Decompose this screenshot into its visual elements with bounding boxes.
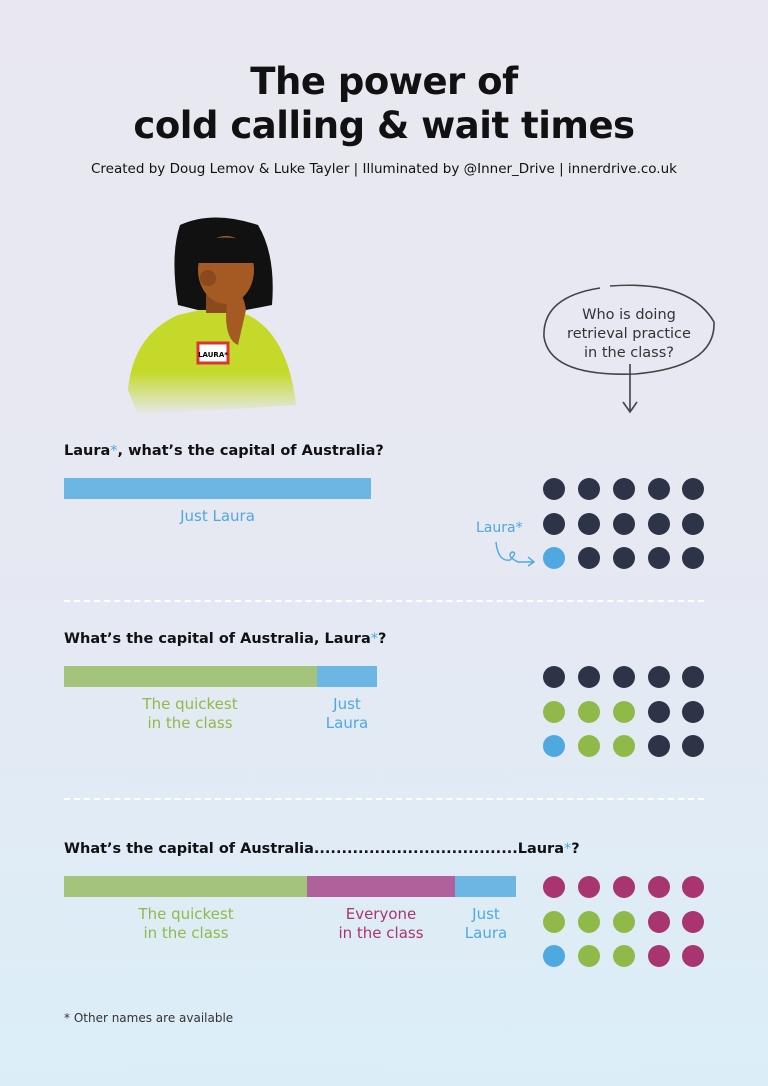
student-dot-dark [578, 512, 600, 535]
student-dot-green [543, 910, 565, 933]
student-dot-purple [578, 876, 600, 898]
student-dot-purple [543, 876, 565, 898]
student-dot-dark [613, 512, 635, 535]
divider-1 [64, 600, 704, 602]
student-dot-purple [682, 876, 704, 898]
bubble-text: Who is doing retrieval practice in the c… [567, 307, 691, 361]
student-dot-purple [613, 876, 635, 898]
name-tag [196, 341, 230, 365]
label-quickest: The quickest in the class [138, 905, 234, 942]
student-dot-purple [648, 910, 670, 933]
student-dot-dark [682, 478, 704, 500]
label-just-laura: Just Laura [180, 507, 255, 525]
student-dot-blue [543, 547, 565, 569]
question-3: What’s the capital of Australia.........… [64, 841, 580, 857]
label-just-laura: Just Laura [464, 905, 508, 942]
student-dot-dark [578, 478, 600, 500]
student-dot-green [578, 910, 600, 933]
bar-just-laura [317, 666, 377, 687]
student-dot-dark [648, 700, 670, 723]
bar-quickest [64, 666, 317, 687]
student-dot-purple [648, 945, 670, 967]
student-dot-dark [682, 700, 704, 723]
laura-pointer-label: Laura* [476, 520, 523, 536]
question-2: What’s the capital of Australia, Laura*? [64, 631, 387, 647]
student-dot-green [613, 910, 635, 933]
student-dot-dark [543, 512, 565, 535]
arrow-down-icon [622, 364, 638, 414]
student-dot-green [613, 700, 635, 723]
student-dot-dark [648, 666, 670, 688]
laura-illustration: LAURA* [128, 217, 296, 415]
student-dot-green [543, 700, 565, 723]
student-dot-dark [682, 666, 704, 688]
student-dot-blue [543, 735, 565, 757]
divider-2 [64, 798, 704, 800]
student-dot-dark [648, 735, 670, 757]
student-dot-dark [682, 547, 704, 569]
title-line-2: cold calling & wait times [133, 104, 635, 147]
svg-text:LAURA*: LAURA* [198, 351, 228, 359]
student-dot-dark [613, 547, 635, 569]
student-dot-dark [543, 666, 565, 688]
student-dot-green [578, 700, 600, 723]
student-dot-dark [543, 478, 565, 500]
label-quickest: The quickest in the class [142, 695, 238, 732]
student-dot-blue [543, 945, 565, 967]
title-line-1: The power of [250, 60, 518, 103]
student-dot-dark [648, 512, 670, 535]
student-dot-purple [648, 876, 670, 898]
student-dot-dark [682, 735, 704, 757]
student-dot-dark [648, 478, 670, 500]
bar-just-laura [455, 876, 516, 897]
credits: Created by Doug Lemov & Luke Tayler | Il… [91, 161, 677, 177]
question-1: Laura*, what’s the capital of Australia? [64, 443, 384, 459]
student-dot-purple [682, 945, 704, 967]
student-dot-green [613, 735, 635, 757]
page-title: The power of cold calling & wait times [0, 60, 768, 148]
student-dot-purple [682, 910, 704, 933]
bar-everyone [307, 876, 455, 897]
curly-arrow-icon [495, 541, 536, 567]
label-just-laura: Just Laura [325, 695, 369, 732]
bar-quickest [64, 876, 307, 897]
student-dot-green [578, 735, 600, 757]
student-dot-dark [578, 547, 600, 569]
student-dot-green [578, 945, 600, 967]
label-everyone: Everyone in the class [338, 905, 424, 942]
student-dot-dark [613, 478, 635, 500]
student-dot-dark [578, 666, 600, 688]
thought-bubble [543, 284, 715, 375]
footnote: * Other names are available [64, 1011, 234, 1025]
student-dot-green [613, 945, 635, 967]
bar-just-laura [64, 478, 371, 499]
student-dot-dark [648, 547, 670, 569]
student-dot-dark [682, 512, 704, 535]
student-dot-dark [613, 666, 635, 688]
